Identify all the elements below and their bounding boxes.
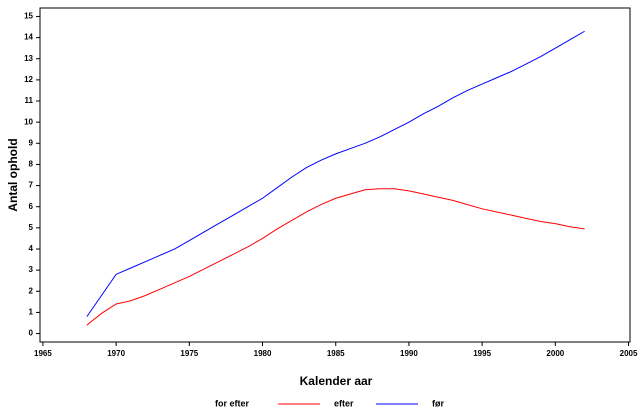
- y-tick-label: 13: [24, 54, 33, 63]
- x-tick-label: 1995: [473, 349, 491, 358]
- x-tick-label: 1965: [34, 349, 52, 358]
- series-line: [86, 188, 585, 326]
- y-axis-title: Antal ophold: [6, 138, 20, 211]
- x-tick-label: 1990: [400, 349, 418, 358]
- y-tick-label: 3: [29, 265, 34, 274]
- plot-frame: [39, 7, 631, 343]
- y-tick-label: 12: [24, 75, 33, 84]
- y-tick-label: 14: [24, 33, 33, 42]
- legend-title: for efter: [215, 398, 250, 408]
- series-line: [86, 30, 585, 317]
- x-tick-label: 1980: [254, 349, 272, 358]
- y-tick-label: 0: [29, 329, 34, 338]
- y-tick-label: 8: [29, 160, 34, 169]
- legend-label: før: [432, 398, 444, 408]
- x-tick-label: 2000: [546, 349, 564, 358]
- x-tick-label: 1975: [180, 349, 198, 358]
- y-tick-label: 1: [29, 308, 34, 317]
- x-tick-label: 2005: [620, 349, 638, 358]
- y-tick-label: 2: [29, 286, 34, 295]
- x-tick-label: 1985: [327, 349, 345, 358]
- x-axis-title: Kalender aar: [300, 374, 373, 388]
- legend-label: efter: [334, 398, 354, 408]
- y-tick-label: 5: [29, 223, 34, 232]
- y-tick-label: 11: [25, 96, 34, 105]
- y-tick-label: 7: [29, 181, 34, 190]
- y-tick-label: 6: [29, 202, 34, 211]
- y-tick-label: 9: [29, 138, 34, 147]
- x-tick-label: 1970: [107, 349, 125, 358]
- y-tick-label: 10: [24, 117, 33, 126]
- y-tick-label: 15: [24, 12, 33, 21]
- y-tick-label: 4: [29, 244, 34, 253]
